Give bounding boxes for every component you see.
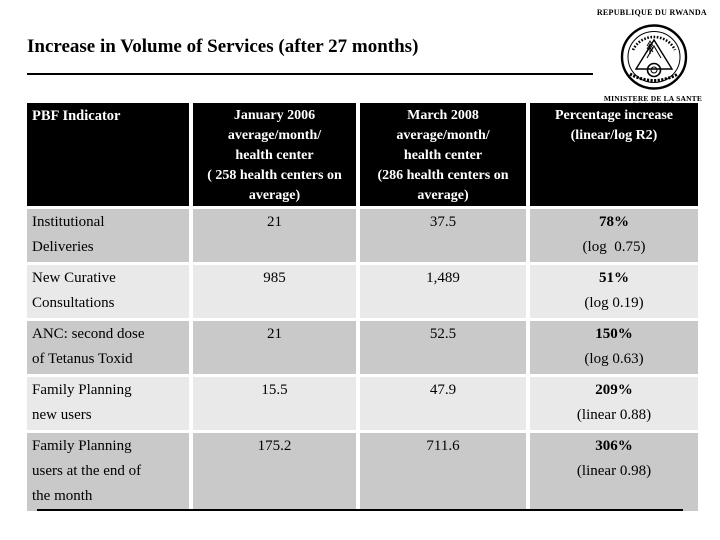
ministry-label: MINISTERE DE LA SANTE	[603, 94, 703, 103]
column-header-indicator: PBF Indicator	[27, 103, 189, 206]
indicator-cell: ANC: second dose of Tetanus Toxid	[27, 321, 189, 374]
slide-title: Increase in Volume of Services (after 27…	[27, 36, 419, 57]
increase-fit: (linear 0.98)	[576, 463, 652, 479]
increase-percent: 306%	[595, 438, 633, 454]
increase-percent: 150%	[595, 326, 633, 342]
jan2006-cell: 175.2	[193, 433, 356, 511]
increase-percent: 209%	[595, 382, 633, 398]
indicator-cell: New Curative Consultations	[27, 265, 189, 318]
mar2008-cell: 1,489	[360, 265, 526, 318]
increase-cell: 78% (log 0.75)	[530, 209, 698, 262]
increase-cell: 209% (linear 0.88)	[530, 377, 698, 430]
jan2006-cell: 21	[193, 209, 356, 262]
column-header-jan2006: January 2006 average/month/ health cente…	[193, 103, 356, 206]
column-header-mar2008: March 2008 average/month/ health center …	[360, 103, 526, 206]
mar2008-cell: 711.6	[360, 433, 526, 511]
title-rule	[27, 73, 593, 75]
indicator-cell: Family Planning users at the end of the …	[27, 433, 189, 511]
mar2008-cell: 37.5	[360, 209, 526, 262]
indicator-cell: Institutional Deliveries	[27, 209, 189, 262]
mar2008-cell: 47.9	[360, 377, 526, 430]
increase-percent: 51%	[599, 270, 629, 286]
increase-cell: 150% (log 0.63)	[530, 321, 698, 374]
indicator-cell: Family Planning new users	[27, 377, 189, 430]
increase-fit: (log 0.63)	[584, 351, 644, 367]
footer-rule	[37, 509, 683, 511]
increase-cell: 306% (linear 0.98)	[530, 433, 698, 511]
jan2006-cell: 21	[193, 321, 356, 374]
country-label: REPUBLIQUE DU RWANDA	[596, 8, 707, 17]
increase-fit: (log 0.75)	[582, 239, 646, 255]
increase-percent: 78%	[599, 214, 629, 230]
increase-cell: 51% (log 0.19)	[530, 265, 698, 318]
increase-fit: (log 0.19)	[584, 295, 644, 311]
jan2006-cell: 15.5	[193, 377, 356, 430]
mar2008-cell: 52.5	[360, 321, 526, 374]
rwanda-coat-of-arms-icon	[620, 24, 688, 90]
increase-fit: (linear 0.88)	[576, 407, 652, 423]
services-table: PBF Indicator January 2006 average/month…	[27, 103, 700, 511]
jan2006-cell: 985	[193, 265, 356, 318]
column-header-increase: Percentage increase (linear/log R2)	[530, 103, 698, 206]
